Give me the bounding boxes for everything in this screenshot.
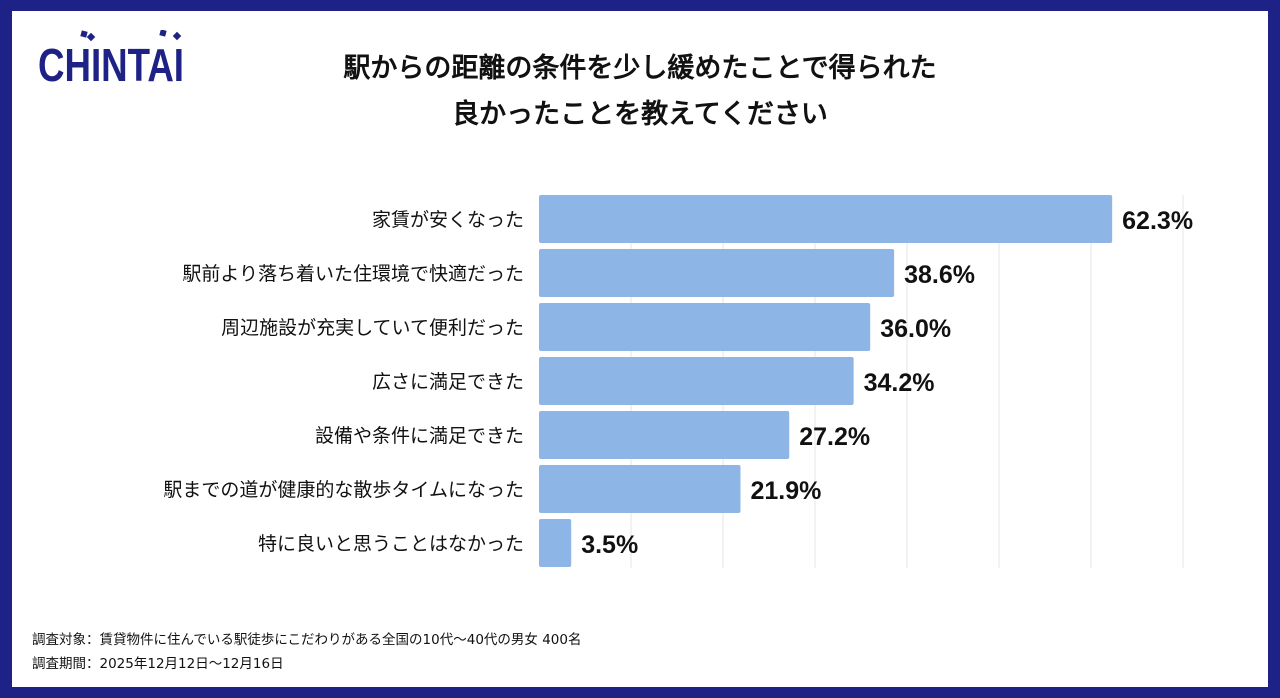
chintai-logo: CHINTAI <box>38 30 184 86</box>
footer-target: 調査対象：賃貸物件に住んでいる駅徒歩にこだわりがある全国の10代〜40代の男女 … <box>32 632 582 648</box>
bar <box>539 357 854 405</box>
bar <box>539 519 572 567</box>
chart-title: 駅からの距離の条件を少し緩めたことで得られた 良かったことを教えてください <box>230 46 1050 138</box>
category-label: 周辺施設が充実していて便利だった <box>221 317 524 339</box>
bar <box>539 195 1113 243</box>
category-label: 広さに満足できた <box>372 371 524 393</box>
title-line-2: 良かったことを教えてください <box>452 99 828 130</box>
data-label: 27.2% <box>799 423 870 451</box>
data-label: 36.0% <box>880 315 951 343</box>
footer-period: 調査期間：2025年12月12日〜12月16日 <box>32 656 284 672</box>
data-label: 3.5% <box>581 531 638 559</box>
category-label: 駅前より落ち着いた住環境で快適だった <box>182 263 524 285</box>
svg-text:CHINTAI: CHINTAI <box>38 39 184 86</box>
data-label: 38.6% <box>904 261 975 289</box>
category-label: 家賃が安くなった <box>372 209 524 231</box>
data-label: 34.2% <box>864 369 935 397</box>
category-label: 特に良いと思うことはなかった <box>258 533 524 555</box>
category-label: 駅までの道が健康的な散歩タイムになった <box>163 479 524 501</box>
data-label: 21.9% <box>750 477 821 505</box>
bar <box>539 303 871 351</box>
title-line-1: 駅からの距離の条件を少し緩めたことで得られた <box>343 53 937 84</box>
data-label: 62.3% <box>1122 207 1193 235</box>
category-label: 設備や条件に満足できた <box>315 425 524 447</box>
bar <box>539 249 895 297</box>
bar <box>539 411 790 459</box>
bar <box>539 465 741 513</box>
